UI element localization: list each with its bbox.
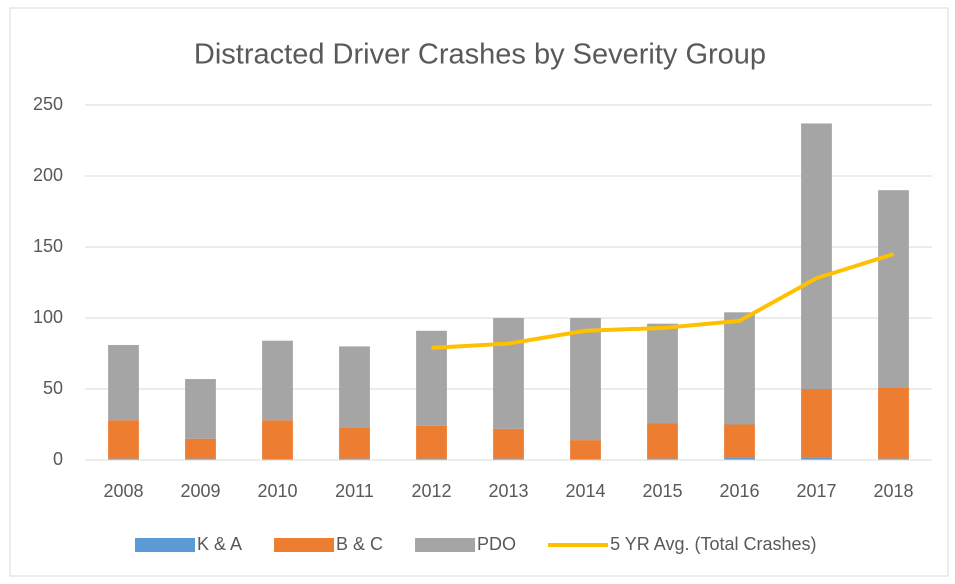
bar bbox=[185, 458, 216, 460]
bar bbox=[724, 312, 755, 425]
bar bbox=[493, 318, 524, 429]
legend-swatch bbox=[415, 538, 476, 552]
legend-label: 5 YR Avg. (Total Crashes) bbox=[610, 534, 816, 554]
y-tick-label: 150 bbox=[33, 236, 63, 256]
y-tick-label: 200 bbox=[33, 165, 63, 185]
bar bbox=[262, 420, 293, 460]
bar bbox=[570, 318, 601, 441]
bar bbox=[493, 458, 524, 460]
bar bbox=[185, 379, 216, 439]
bar bbox=[724, 457, 755, 460]
bar bbox=[262, 340, 293, 421]
legend-swatch bbox=[274, 538, 335, 552]
x-tick-label: 2014 bbox=[565, 481, 605, 501]
y-tick-label: 250 bbox=[33, 94, 63, 114]
bar bbox=[416, 425, 447, 459]
bar bbox=[339, 458, 370, 460]
bar bbox=[647, 323, 678, 424]
bar bbox=[647, 423, 678, 459]
x-tick-label: 2012 bbox=[411, 481, 451, 501]
x-tick-label: 2008 bbox=[103, 481, 143, 501]
bar bbox=[416, 458, 447, 460]
bar bbox=[647, 458, 678, 460]
legend-label: K & A bbox=[197, 534, 242, 554]
bar bbox=[801, 123, 832, 390]
bar bbox=[108, 420, 139, 459]
legend-label: PDO bbox=[477, 534, 516, 554]
bar bbox=[724, 424, 755, 458]
x-tick-label: 2009 bbox=[180, 481, 220, 501]
bar bbox=[339, 346, 370, 428]
y-tick-label: 0 bbox=[53, 449, 63, 469]
x-tick-label: 2015 bbox=[642, 481, 682, 501]
bar bbox=[108, 344, 139, 421]
bar bbox=[878, 458, 909, 460]
chart-title: Distracted Driver Crashes by Severity Gr… bbox=[194, 39, 766, 71]
y-tick-label: 100 bbox=[33, 307, 63, 327]
bar bbox=[416, 330, 447, 426]
y-tick-label: 50 bbox=[43, 378, 63, 398]
bar bbox=[493, 428, 524, 459]
legend-label: B & C bbox=[336, 534, 383, 554]
bar bbox=[185, 438, 216, 459]
bar bbox=[108, 458, 139, 460]
x-tick-label: 2011 bbox=[335, 481, 374, 501]
x-tick-label: 2013 bbox=[488, 481, 528, 501]
bar bbox=[878, 387, 909, 459]
x-tick-label: 2010 bbox=[257, 481, 297, 501]
bar bbox=[878, 190, 909, 388]
line bbox=[431, 252, 895, 350]
x-tick-label: 2016 bbox=[719, 481, 759, 501]
bar bbox=[801, 457, 832, 460]
x-tick-label: 2017 bbox=[796, 481, 836, 501]
bar bbox=[801, 389, 832, 458]
x-tick-label: 2018 bbox=[873, 481, 913, 501]
bar bbox=[339, 427, 370, 459]
bar bbox=[570, 440, 601, 460]
legend-swatch bbox=[135, 538, 195, 552]
